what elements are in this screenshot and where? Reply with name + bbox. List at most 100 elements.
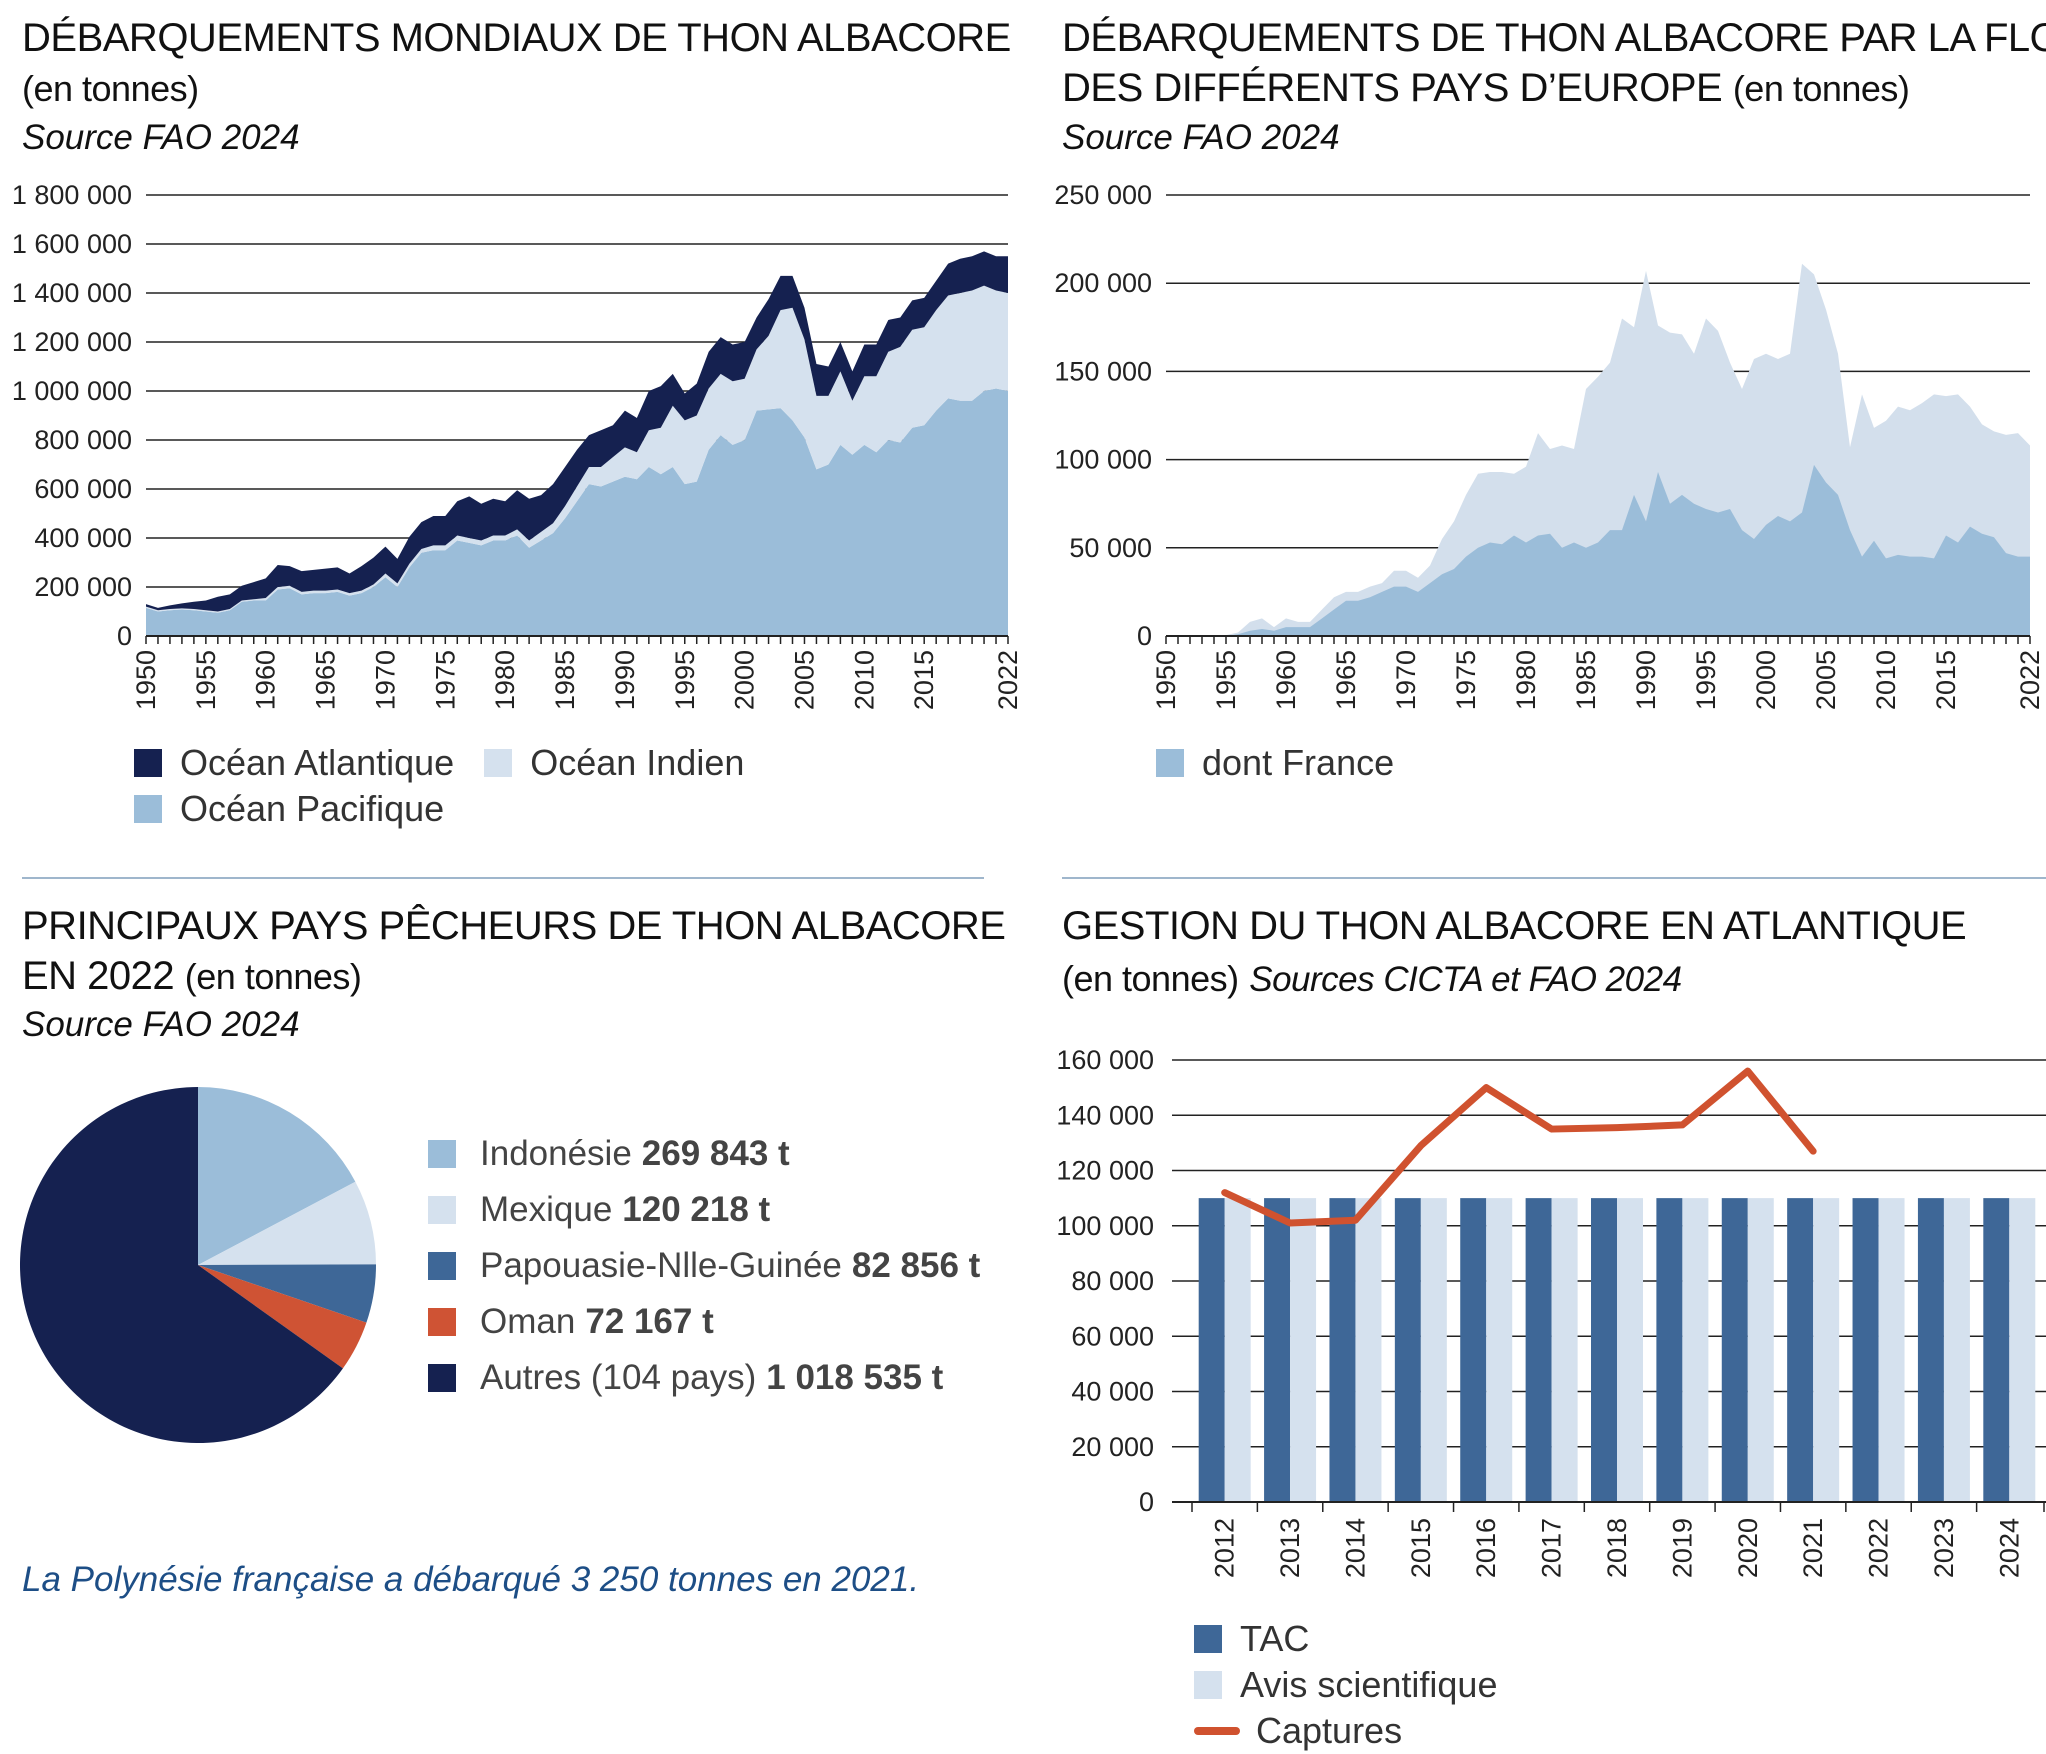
chart2-xtick-label: 1990 (1631, 650, 1661, 710)
legend-swatch-atlantique (134, 749, 162, 777)
bar-tac-2019 (1656, 1198, 1683, 1502)
chart1-xtick-label: 2015 (909, 650, 939, 710)
bar-avis-2022 (1878, 1198, 1905, 1502)
bar-tac-2012 (1198, 1198, 1225, 1502)
chart1-xtick-label: 2022 (993, 650, 1023, 710)
chart2-xtick-label: 1965 (1331, 650, 1361, 710)
chart1-ytick-label: 0 (117, 621, 132, 651)
divider-right (1062, 877, 2046, 879)
legend-swatch-avis (1194, 1671, 1222, 1699)
bar-avis-2015 (1420, 1198, 1447, 1502)
bar-avis-2013 (1290, 1198, 1317, 1502)
pie-swatch-mexique (428, 1196, 456, 1224)
chart4-xtick-label: 2023 (1929, 1518, 1959, 1578)
chart2-xtick-label: 1995 (1691, 650, 1721, 710)
chart2-xtick-label: 2000 (1751, 650, 1781, 710)
bar-avis-2023 (1943, 1198, 1970, 1502)
pie-swatch-autres (428, 1364, 456, 1392)
chart4-xtick-label: 2022 (1864, 1518, 1894, 1578)
chart4-xtick-label: 2021 (1798, 1518, 1828, 1578)
bar-tac-2021 (1787, 1198, 1814, 1502)
chart3-source: Source FAO 2024 (22, 1005, 300, 1044)
captures-line (1221, 1067, 1817, 1227)
bar-tac-2014 (1329, 1198, 1356, 1502)
chart1-xtick-label: 2000 (730, 650, 760, 710)
bar-tac-2016 (1460, 1198, 1487, 1502)
chart1-unit: (en tonnes) (22, 68, 199, 109)
chart4-ytick-label: 20 000 (1071, 1432, 1154, 1462)
chart2-ytick-label: 50 000 (1069, 533, 1152, 563)
chart4-xtick-label: 2024 (1994, 1518, 2024, 1578)
chart4-xtick-label: 2015 (1406, 1518, 1436, 1578)
bar-avis-2012 (1224, 1198, 1251, 1502)
legend-indien: Océan Indien (484, 740, 744, 786)
chart3-pie (20, 1087, 376, 1443)
chart4-svg: 160 000 140 000 120 000 100 000 80 000 60 000… (1056, 1045, 2046, 1578)
bar-tac-2013 (1264, 1198, 1291, 1502)
chart4-xtick-label: 2014 (1340, 1518, 1370, 1578)
legend-avis: Avis scientifique (1194, 1662, 1497, 1708)
chart2-title-line2: DES DIFFÉRENTS PAYS D’EUROPE (en tonnes) (1062, 66, 1910, 110)
legend-swatch-pacifique (134, 795, 162, 823)
chart1-ytick-label: 600 000 (34, 474, 132, 504)
bar-avis-2021 (1813, 1198, 1840, 1502)
legend-swatch-captures (1194, 1727, 1240, 1735)
chart2-xtick-label: 1955 (1211, 650, 1241, 710)
chart1-xtick-label: 1980 (490, 650, 520, 710)
chart4-title: GESTION DU THON ALBACORE EN ATLANTIQUE (1062, 904, 1967, 948)
chart1-ytick-label: 1 200 000 (12, 327, 132, 357)
chart2-xtick-label: 1985 (1571, 650, 1601, 710)
chart1-legend: Océan Atlantique Océan Indien Océan Paci… (134, 740, 934, 832)
legend-france: dont France (1156, 740, 1394, 786)
chart1-xtick-label: 1950 (131, 650, 161, 710)
chart1-xtick-label: 1970 (370, 650, 400, 710)
bar-tac-2020 (1721, 1198, 1748, 1502)
chart4-ytick-label: 120 000 (1056, 1156, 1154, 1186)
chart4-xtick-label: 2012 (1210, 1518, 1240, 1578)
bar-avis-2017 (1551, 1198, 1578, 1502)
pie-legend-papouasie: Papouasie-Nlle-Guinée 82 856 t (428, 1238, 980, 1294)
bar-tac-2022 (1852, 1198, 1879, 1502)
legend-tac: TAC (1194, 1616, 1309, 1662)
chart1-xtick-label: 1995 (670, 650, 700, 710)
chart4-xtick-label: 2017 (1537, 1518, 1567, 1578)
pie-slice-papouasie-nlle-guinee (198, 1264, 376, 1323)
pie-legend-oman: Oman 72 167 t (428, 1294, 980, 1350)
pie-slice-autres-104-pays (20, 1087, 343, 1443)
chart1-source: Source FAO 2024 (22, 118, 300, 157)
pie-swatch-oman (428, 1308, 456, 1336)
divider-left (22, 877, 984, 879)
chart3-title-line2: EN 2022 (en tonnes) (22, 954, 362, 998)
bar-tac-2015 (1394, 1198, 1421, 1502)
chart4-xtick-label: 2018 (1602, 1518, 1632, 1578)
bar-tac-2017 (1525, 1198, 1552, 1502)
chart3-title-line1: PRINCIPAUX PAYS PÊCHEURS DE THON ALBACOR… (22, 904, 1006, 948)
chart4-xtick-label: 2013 (1275, 1518, 1305, 1578)
chart1-ytick-label: 400 000 (34, 523, 132, 553)
chart1-xtick-label: 1985 (550, 650, 580, 710)
pie-legend-mexique: Mexique 120 218 t (428, 1182, 980, 1238)
chart4-ytick-label: 160 000 (1056, 1045, 1154, 1075)
chart1-area-ocean-indien (146, 285, 1008, 613)
bar-avis-2014 (1355, 1198, 1382, 1502)
pie-swatch-indonesie (428, 1140, 456, 1168)
bar-avis-2019 (1682, 1198, 1709, 1502)
chart2-source: Source FAO 2024 (1062, 118, 1340, 157)
chart4-ytick-label: 80 000 (1071, 1266, 1154, 1296)
chart1-ytick-label: 800 000 (34, 425, 132, 455)
chart2-area-dont-france (1166, 464, 2030, 636)
chart4-subtitle: (en tonnes) Sources CICTA et FAO 2024 (1062, 958, 1682, 999)
legend-swatch-tac (1194, 1625, 1222, 1653)
legend-pacifique: Océan Pacifique (134, 786, 904, 832)
chart2-title-line1: DÉBARQUEMENTS DE THON ALBACORE PAR LA FL… (1062, 16, 2046, 60)
bar-avis-2018 (1617, 1198, 1643, 1502)
chart4-ytick-label: 0 (1139, 1487, 1154, 1517)
polynesie-note: La Polynésie française a débarqué 3 250 … (22, 1560, 920, 1599)
chart2-xtick-label: 1970 (1391, 650, 1421, 710)
bar-avis-2016 (1486, 1198, 1513, 1502)
chart4-ytick-label: 100 000 (1056, 1211, 1154, 1241)
chart2-xtick-label: 2015 (1931, 650, 1961, 710)
chart4-legend: TAC Avis scientifique Captures (1194, 1616, 1527, 1754)
chart1-ytick-label: 200 000 (34, 572, 132, 602)
